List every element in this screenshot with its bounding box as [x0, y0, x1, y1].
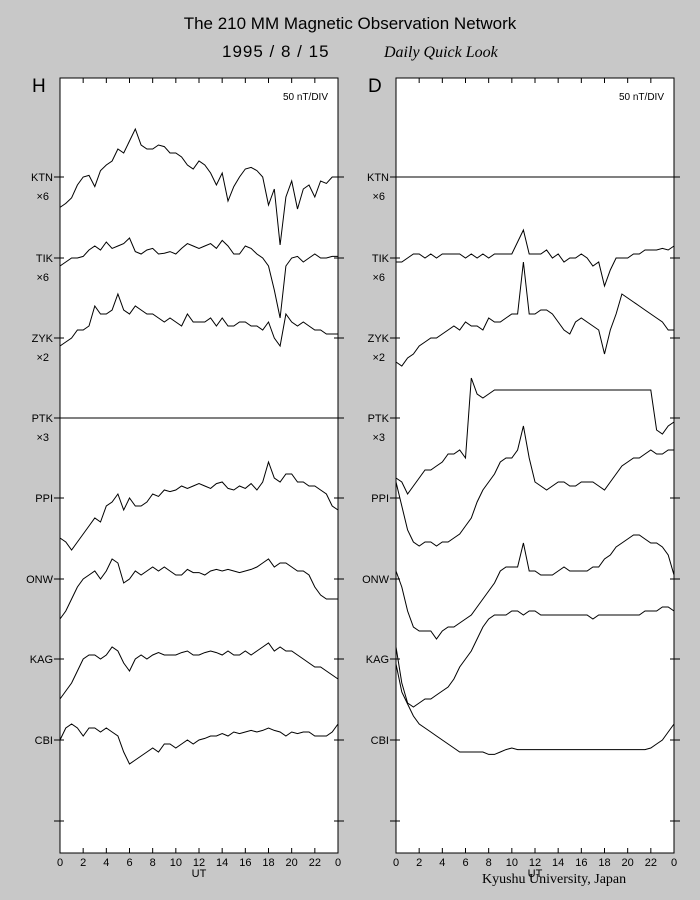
x-tick-label-h: 6 [126, 857, 132, 869]
station-label-ktn-d: KTN [367, 172, 389, 184]
station-label-onw-h: ONW [26, 574, 54, 586]
station-label-zyk-h: ZYK [32, 333, 54, 345]
chart-subtitle: Daily Quick Look [384, 44, 498, 61]
x-axis-label-h: UT [192, 868, 207, 880]
series-line-onw-d [395, 534, 675, 640]
x-tick-label-d: 8 [486, 857, 492, 869]
chart-title: The 210 MM Magnetic Observation Network [183, 14, 517, 33]
x-tick-label-d: 14 [552, 857, 564, 869]
x-tick-label-d: 2 [416, 857, 422, 869]
x-tick-label-d: 0 [671, 857, 677, 869]
station-label-ptk-d: PTK [368, 413, 390, 425]
x-tick-label-d: 12 [529, 857, 541, 869]
x-tick-label-h: 16 [239, 857, 251, 869]
series-line-ppi-d [395, 425, 674, 547]
station-label-tik-d: TIK [372, 253, 390, 265]
series-line-onw-h [59, 558, 338, 620]
multiplier-label-zyk-d: ×2 [372, 352, 385, 364]
series-line-kag-h [59, 642, 339, 700]
x-tick-label-h: 10 [170, 857, 182, 869]
plot-frame-d [395, 77, 675, 854]
station-label-cbi-d: CBI [371, 735, 389, 747]
series-line-zyk-h [59, 292, 338, 348]
series-line-zyk-d [395, 261, 674, 367]
x-tick-label-d: 20 [622, 857, 634, 869]
scale-label-d: 50 nT/DIV [619, 92, 664, 103]
x-tick-label-h: 12 [193, 857, 205, 869]
series-line-cbi-h [59, 723, 339, 765]
station-label-ptk-h: PTK [32, 413, 54, 425]
panel-label-h: H [32, 76, 46, 97]
x-tick-label-h: 20 [286, 857, 298, 869]
station-label-ktn-h: KTN [31, 172, 53, 184]
scale-label-h: 50 nT/DIV [283, 92, 328, 103]
multiplier-label-tik-h: ×6 [36, 272, 49, 284]
plot-frame-h [59, 77, 339, 854]
x-tick-label-d: 6 [462, 857, 468, 869]
x-tick-label-h: 8 [150, 857, 156, 869]
multiplier-label-ptk-h: ×3 [36, 432, 49, 444]
x-tick-label-d: 16 [575, 857, 587, 869]
station-label-kag-d: KAG [366, 654, 389, 666]
station-label-zyk-d: ZYK [368, 333, 390, 345]
series-line-ppi-h [59, 460, 339, 551]
series-line-ptk-d [395, 377, 675, 495]
x-tick-label-h: 22 [309, 857, 321, 869]
station-label-tik-h: TIK [36, 253, 54, 265]
multiplier-label-ktn-h: ×6 [36, 191, 49, 203]
x-tick-label-h: 4 [103, 857, 109, 869]
x-tick-label-d: 22 [645, 857, 657, 869]
station-label-ppi-d: PPI [371, 493, 389, 505]
x-tick-label-d: 18 [598, 857, 610, 869]
multiplier-label-zyk-h: ×2 [36, 352, 49, 364]
station-label-ppi-h: PPI [35, 493, 53, 505]
multiplier-label-tik-d: ×6 [372, 272, 385, 284]
series-line-tik-h [59, 237, 338, 319]
panel-label-d: D [368, 76, 382, 97]
series-line-ktn-h [59, 127, 338, 246]
multiplier-label-ktn-d: ×6 [372, 191, 385, 203]
series-line-cbi-d [395, 663, 675, 755]
x-tick-label-d: 4 [439, 857, 445, 869]
x-tick-label-d: 10 [506, 857, 518, 869]
station-label-kag-h: KAG [30, 654, 53, 666]
series-line-kag-d [395, 606, 675, 708]
chart-date: 1995 / 8 / 15 [222, 42, 330, 61]
credit-text: Kyushu University, Japan [482, 872, 627, 887]
x-tick-label-d: 0 [393, 857, 399, 869]
station-label-cbi-h: CBI [35, 735, 53, 747]
x-tick-label-h: 2 [80, 857, 86, 869]
x-tick-label-h: 0 [57, 857, 63, 869]
x-tick-label-h: 0 [335, 857, 341, 869]
x-axis-label-d: UT [528, 868, 543, 880]
multiplier-label-ptk-d: ×3 [372, 432, 385, 444]
series-line-tik-d [396, 228, 675, 288]
x-tick-label-h: 18 [262, 857, 274, 869]
x-tick-label-h: 14 [216, 857, 228, 869]
station-label-onw-d: ONW [362, 574, 390, 586]
